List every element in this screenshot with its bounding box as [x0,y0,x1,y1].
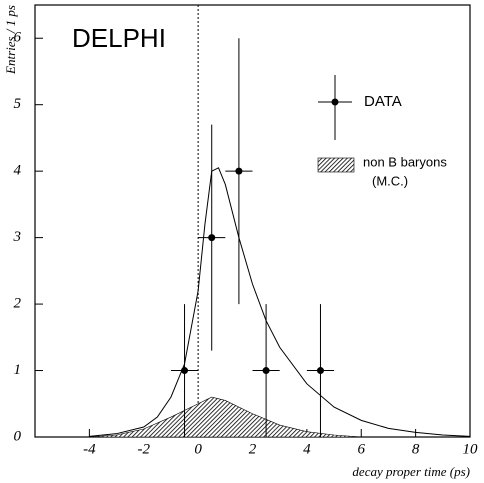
y-tick-label: 4 [14,163,22,179]
y-tick-label: 0 [14,428,22,444]
legend-note: (M.C.) [372,173,408,188]
x-tick-label: 0 [194,441,202,457]
x-tick-label: 4 [303,441,311,457]
x-tick-label: 8 [412,441,420,457]
fit-curve [89,167,471,437]
legend-marker [331,98,339,106]
legend-swatch [317,157,355,173]
data-point [235,167,243,175]
data-point [316,367,324,375]
x-tick-label: -2 [138,441,151,457]
x-tick-label: 10 [463,441,479,457]
legend-label: non B baryons [363,154,447,169]
y-axis-label: Entries / 1 ps [3,5,18,75]
x-tick-label: 6 [358,441,366,457]
y-tick-label: 5 [14,96,22,112]
y-tick-label: 2 [14,296,22,312]
y-tick-label: 3 [13,229,22,245]
y-tick-label: 6 [14,30,22,46]
x-axis-label: decay proper time (ps) [352,464,470,479]
legend-label: DATA [364,93,402,110]
x-tick-label: 2 [249,441,257,457]
data-point [181,367,189,375]
chart-title: DELPHI [72,23,166,53]
plot-frame [34,4,471,438]
data-point [208,234,216,242]
x-tick-label: -4 [83,441,96,457]
data-point [262,367,270,375]
mc-area [89,396,362,438]
y-tick-label: 1 [14,362,22,378]
